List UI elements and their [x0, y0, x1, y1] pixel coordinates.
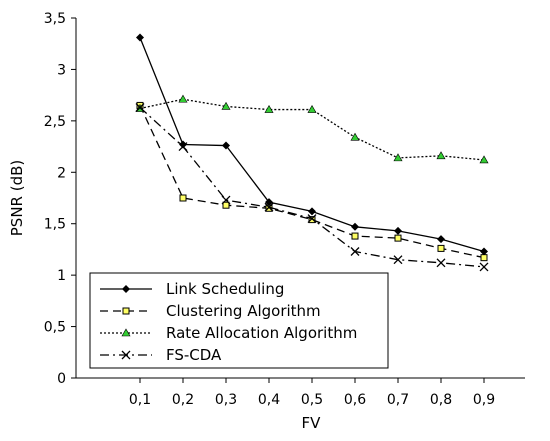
- y-tick-label: 2,5: [44, 114, 66, 130]
- data-point-marker: [479, 155, 489, 164]
- data-point-marker: [222, 201, 230, 209]
- legend-entry: Rate Allocation Algorithm: [100, 324, 357, 342]
- data-point-marker: [394, 234, 402, 242]
- legend-label: Link Scheduling: [166, 280, 284, 298]
- data-point-marker: [350, 247, 360, 256]
- data-point-marker: [179, 194, 187, 202]
- y-tick-label: 3: [57, 62, 66, 78]
- data-point-marker: [351, 232, 359, 240]
- data-point-marker: [308, 216, 316, 224]
- x-tick-label: 0,3: [215, 392, 237, 408]
- data-point-marker: [264, 202, 274, 212]
- x-marker-stroke: [135, 103, 145, 112]
- plot-area: 00,511,522,533,5 0,1 0,2 0,3 0,4 0,5 0,6 0,7 0,…: [44, 11, 525, 408]
- y-tick-label: 1,5: [44, 217, 66, 233]
- data-point-marker: [178, 142, 188, 152]
- x-tick-label: 0,7: [387, 392, 409, 408]
- data-point-marker: [307, 104, 317, 113]
- data-point-marker: [222, 141, 230, 150]
- legend-marker: [122, 285, 130, 293]
- legend-marker: [121, 350, 131, 360]
- series-layer: [135, 33, 489, 272]
- y-tick-label: 0,5: [44, 320, 66, 336]
- legend: Link Scheduling Clustering Algorithm Rate …: [89, 272, 389, 369]
- x-tick-label: 0,6: [344, 392, 366, 408]
- legend-entry: FS-CDA: [100, 346, 222, 364]
- legend-marker: [122, 307, 130, 315]
- data-point-marker: [308, 207, 316, 216]
- x-marker-stroke: [178, 142, 188, 152]
- legend-label: FS-CDA: [166, 346, 222, 364]
- data-point-marker: [437, 235, 445, 244]
- x-tick-label: 0,5: [301, 392, 323, 408]
- x-axis-ticks: 0,1 0,2 0,3 0,4 0,5 0,6 0,7 0,8 0,9: [129, 378, 495, 408]
- x-tick-label: 0,4: [258, 392, 280, 408]
- data-point-marker: [350, 132, 360, 141]
- legend-label: Clustering Algorithm: [166, 302, 321, 320]
- x-tick-label: 0,9: [473, 392, 495, 408]
- x-tick-label: 0,1: [129, 392, 151, 408]
- data-point-marker: [394, 226, 402, 235]
- series-line: [139, 105, 485, 259]
- series-4: [135, 103, 489, 272]
- x-tick-label: 0,8: [430, 392, 452, 408]
- data-point-marker: [179, 140, 187, 149]
- data-point-marker: [436, 258, 446, 268]
- data-point-marker: [480, 247, 488, 256]
- legend-entry: Clustering Algorithm: [100, 302, 321, 320]
- data-point-marker: [480, 254, 488, 262]
- legend-marker: [121, 328, 131, 337]
- x-marker-stroke: [393, 255, 403, 265]
- y-tick-label: 2: [57, 165, 66, 181]
- x-marker-stroke: [121, 350, 131, 360]
- x-marker-stroke: [436, 258, 446, 268]
- data-point-marker: [221, 101, 231, 110]
- y-axis-title: PSNR (dB): [8, 160, 26, 237]
- x-marker-stroke: [221, 195, 231, 205]
- y-tick-label: 3,5: [44, 11, 66, 27]
- data-point-marker: [221, 195, 231, 205]
- legend-items: Link Scheduling Clustering Algorithm Rate …: [100, 280, 357, 364]
- series-line: [139, 107, 485, 268]
- data-point-marker: [135, 103, 145, 112]
- x-marker-stroke: [350, 247, 360, 256]
- data-point-marker: [265, 198, 273, 207]
- data-point-marker: [351, 222, 359, 231]
- x-marker-stroke: [479, 262, 489, 272]
- data-point-marker: [178, 94, 188, 103]
- x-tick-label: 0,2: [172, 392, 194, 408]
- series-2: [136, 101, 488, 262]
- series-3: [135, 94, 489, 164]
- y-tick-label: 1: [57, 268, 66, 284]
- x-marker-stroke: [307, 214, 317, 224]
- data-point-marker: [307, 214, 317, 224]
- legend-entry: Link Scheduling: [100, 280, 284, 298]
- series-1: [136, 33, 488, 256]
- data-point-marker: [437, 244, 445, 252]
- y-tick-label: 0: [57, 371, 66, 387]
- data-point-marker: [136, 33, 144, 42]
- data-point-marker: [479, 262, 489, 272]
- data-point-marker: [264, 104, 274, 113]
- x-axis-title: FV: [302, 414, 322, 432]
- data-point-marker: [436, 151, 446, 160]
- legend-label: Rate Allocation Algorithm: [166, 324, 357, 342]
- data-point-marker: [393, 153, 403, 162]
- x-marker-stroke: [264, 202, 274, 212]
- data-point-marker: [393, 255, 403, 265]
- y-axis-ticks: 0 0,5 1 1,5 2 2,5 3 3,5: [44, 11, 76, 387]
